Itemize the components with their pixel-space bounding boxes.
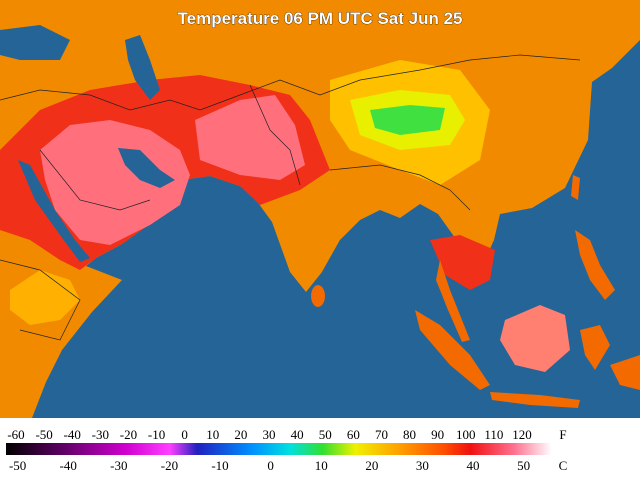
fahrenheit-label: -10 — [148, 427, 165, 442]
celsius-label: -50 — [9, 458, 26, 473]
philippines — [575, 230, 615, 300]
fahrenheit-label: 10 — [206, 427, 219, 442]
fahrenheit-labels: -60 -50 -40 -30 -20 -10 0 10 20 30 40 50 60 70 80 90 100… — [7, 427, 531, 442]
sea-bay-of-bengal — [322, 212, 410, 300]
fahrenheit-label: 100 — [456, 427, 476, 442]
sri-lanka — [311, 285, 325, 307]
land-cool — [370, 105, 445, 135]
sumatra — [415, 310, 490, 390]
border — [329, 164, 471, 211]
fahrenheit-label: -30 — [92, 427, 109, 442]
fahrenheit-label: 110 — [484, 427, 503, 442]
land-hottest — [195, 95, 305, 180]
celsius-unit: C — [559, 458, 568, 473]
celsius-label: -20 — [161, 458, 178, 473]
celsius-label: 30 — [416, 458, 429, 473]
border — [0, 259, 81, 341]
fahrenheit-label: 90 — [431, 427, 444, 442]
border — [39, 149, 151, 211]
border — [0, 54, 581, 111]
fahrenheit-label: 80 — [403, 427, 416, 442]
java — [490, 392, 580, 408]
fahrenheit-unit: F — [559, 427, 566, 442]
border — [249, 84, 301, 186]
fahrenheit-label: -40 — [64, 427, 81, 442]
fahrenheit-label: 50 — [319, 427, 332, 442]
fahrenheit-label: 70 — [375, 427, 388, 442]
celsius-label: -30 — [110, 458, 127, 473]
map-title: Temperature 06 PM UTC Sat Jun 25 — [178, 9, 463, 28]
fahrenheit-label: -50 — [35, 427, 52, 442]
sea-persian-gulf — [118, 148, 175, 188]
sea-red-sea — [18, 160, 90, 262]
celsius-label: 20 — [365, 458, 378, 473]
celsius-label: 50 — [517, 458, 530, 473]
fahrenheit-label: 20 — [234, 427, 247, 442]
celsius-label: 0 — [267, 458, 274, 473]
land-hot-sea — [430, 235, 495, 290]
celsius-label: 40 — [467, 458, 480, 473]
borneo — [500, 305, 570, 372]
fahrenheit-label: 120 — [512, 427, 532, 442]
new-guinea — [610, 355, 640, 390]
land-hottest — [40, 120, 190, 245]
fahrenheit-label: 0 — [181, 427, 188, 442]
fahrenheit-label: 40 — [291, 427, 304, 442]
fahrenheit-label: -20 — [120, 427, 137, 442]
malay-peninsula — [436, 260, 470, 342]
land-warm-africa — [10, 270, 80, 325]
taiwan — [571, 175, 580, 200]
celsius-label: -40 — [60, 458, 77, 473]
fahrenheit-label: 30 — [263, 427, 276, 442]
sea-black — [0, 25, 70, 60]
sea-caspian — [125, 35, 160, 100]
celsius-label: 10 — [315, 458, 328, 473]
fahrenheit-label: 60 — [347, 427, 360, 442]
map — [0, 0, 640, 418]
fahrenheit-label: -60 — [7, 427, 24, 442]
celsius-labels: -50 -40 -30 -20 -10 0 10 20 30 40 50 — [9, 458, 530, 473]
color-scale — [6, 443, 552, 455]
celsius-label: -10 — [211, 458, 228, 473]
sulawesi — [580, 325, 610, 370]
